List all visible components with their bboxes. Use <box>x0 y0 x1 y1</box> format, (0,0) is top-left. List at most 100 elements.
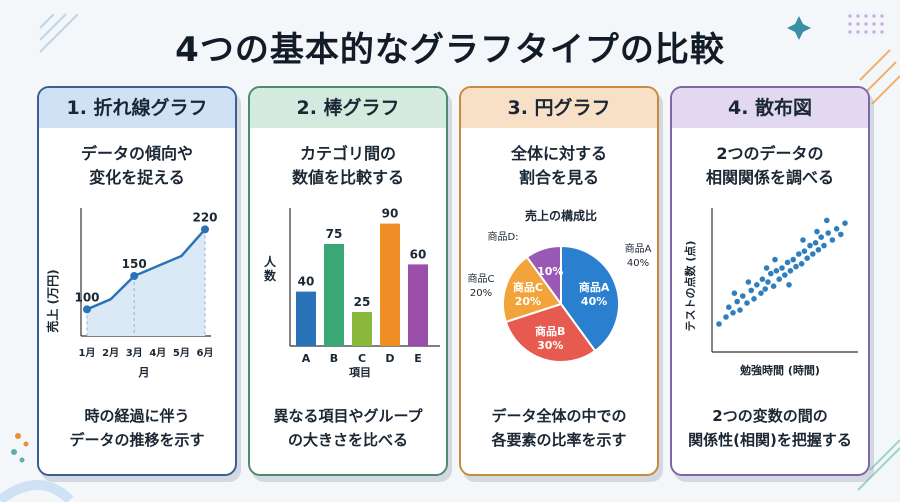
scatter-point <box>842 220 848 226</box>
y-axis-label: テストの点数 (点) <box>683 241 697 332</box>
slice-percent: 40% <box>581 295 607 308</box>
scatter-point <box>804 255 810 261</box>
scatter-point <box>740 293 746 299</box>
pie-slice <box>502 255 563 324</box>
scatter-point <box>737 307 743 313</box>
card-description: 2つの変数の間の 関係性(相関)を把握する <box>688 407 852 449</box>
data-label: 150 <box>122 257 147 271</box>
scatter-point <box>833 226 840 232</box>
outer-label-percent: 40% <box>627 258 649 269</box>
scatter-point <box>726 304 732 310</box>
scatter-point <box>815 247 822 253</box>
scatter-point <box>770 283 777 289</box>
scatter-point <box>790 256 796 263</box>
x-tick-label: B <box>330 352 338 365</box>
scatter-point <box>807 242 813 249</box>
card-subtitle: データの傾向や 変化を捉える <box>80 144 193 187</box>
line-area <box>87 229 205 336</box>
scatter-point <box>734 298 740 305</box>
card-heading: 2. 棒グラフ <box>250 88 446 128</box>
x-tick-label: E <box>414 352 422 365</box>
x-tick-label: C <box>358 352 366 365</box>
scatter-point <box>784 259 791 266</box>
scatter-point <box>768 270 774 277</box>
scatter-point <box>765 279 771 285</box>
scatter-point <box>793 263 799 270</box>
slice-percent: 10% <box>537 265 563 278</box>
scatter-point <box>801 248 808 254</box>
scatter-point <box>821 242 827 249</box>
data-point <box>83 305 91 314</box>
slice-label: 商品C <box>513 280 543 294</box>
scatter-point <box>763 265 770 271</box>
scatter-point <box>800 237 806 243</box>
scatter-point <box>824 217 830 224</box>
scatter-point <box>745 279 752 285</box>
scatter-point <box>748 287 754 294</box>
scatter-point <box>759 276 766 282</box>
data-point <box>201 225 209 234</box>
data-label: 100 <box>74 290 99 304</box>
scatter-point <box>798 261 805 267</box>
scatter-point <box>716 321 722 327</box>
slice-label: 商品A <box>579 280 610 294</box>
bar <box>408 264 428 346</box>
scatter-point <box>838 231 844 238</box>
card-heading: 4. 散布図 <box>672 88 868 128</box>
bar-value-label: 75 <box>326 227 343 241</box>
scatter-point <box>796 251 802 257</box>
outer-label-name: 商品C <box>468 272 495 285</box>
x-axis-label: 勉強時間 (時間) <box>739 363 820 377</box>
scatter-point <box>744 300 750 306</box>
x-tick-label: A <box>302 352 311 365</box>
scatter-point <box>754 282 760 288</box>
scatter-point <box>758 290 764 296</box>
slice-percent: 20% <box>515 295 541 308</box>
data-point <box>130 272 139 280</box>
card-subtitle: カテゴリ間の 数値を比較する <box>291 144 404 187</box>
pie-chart: 売上の構成比 商品A40%商品B30%商品C20%10%商品A40%商品C20%… <box>468 208 652 363</box>
x-tick-label: 4月 <box>149 347 166 359</box>
card-subtitle: 2つのデータの 相関関係を調べる <box>705 144 834 187</box>
scatter-point <box>751 296 757 302</box>
line-chart: 売上 (万円) 月 100 150 220 1月 2月 3月 4月 5月 6月 <box>45 208 218 379</box>
x-axis-label: 月 <box>138 366 150 379</box>
outer-label-name: 商品D: <box>487 230 518 243</box>
scatter-point <box>818 234 824 240</box>
x-tick-label: 1月 <box>79 347 96 359</box>
bar <box>324 244 344 346</box>
series-line <box>86 228 206 311</box>
bar <box>352 312 372 346</box>
outer-label-name: 商品A <box>625 242 652 255</box>
card-line-chart: 1. 折れ線グラフ データの傾向や 変化を捉える 売上 (万円) 月 100 15… <box>37 86 237 476</box>
page-title: 4つの基本的なグラフタイプの比較 <box>175 30 725 70</box>
bar-value-label: 25 <box>354 295 371 309</box>
x-axis-label: 項目 <box>349 366 371 379</box>
scatter-plot: テストの点数 (点) 勉強時間 (時間) <box>683 208 858 377</box>
data-label: 220 <box>192 210 217 224</box>
card-description: 時の経過に伴う データの推移を示す <box>69 407 205 449</box>
x-tick-label: 5月 <box>173 347 190 359</box>
pie-slice <box>560 244 620 353</box>
scatter-point <box>825 230 831 236</box>
scatter-point <box>773 268 780 274</box>
pie-slice <box>525 244 562 308</box>
slice-percent: 30% <box>537 339 563 352</box>
x-tick-label: 6月 <box>197 347 214 359</box>
scatter-point <box>829 237 836 243</box>
card-heading: 3. 円グラフ <box>461 88 657 128</box>
scatter-point <box>779 265 785 271</box>
y-axis-label: 売上 (万円) <box>45 269 60 332</box>
bar-value-label: 40 <box>298 275 315 289</box>
bar-value-label: 90 <box>382 207 399 221</box>
scatter-point <box>776 276 782 282</box>
card-heading: 1. 折れ線グラフ <box>39 88 235 128</box>
card-bar-chart: 2. 棒グラフ カテゴリ間の 数値を比較する 人数 項目 40 A 75 B 25 C 90… <box>248 86 448 476</box>
scatter-point <box>787 268 794 274</box>
scatter-point <box>762 286 768 292</box>
bar-chart: 人数 項目 40 A 75 B 25 C 90 D 60 E <box>264 207 440 379</box>
outer-label-percent: 20% <box>470 288 492 299</box>
card-pie-chart: 3. 円グラフ 全体に対する 割合を見る 売上の構成比 商品A 40% 商品B 30%… <box>459 86 659 476</box>
scatter-point <box>723 314 729 320</box>
